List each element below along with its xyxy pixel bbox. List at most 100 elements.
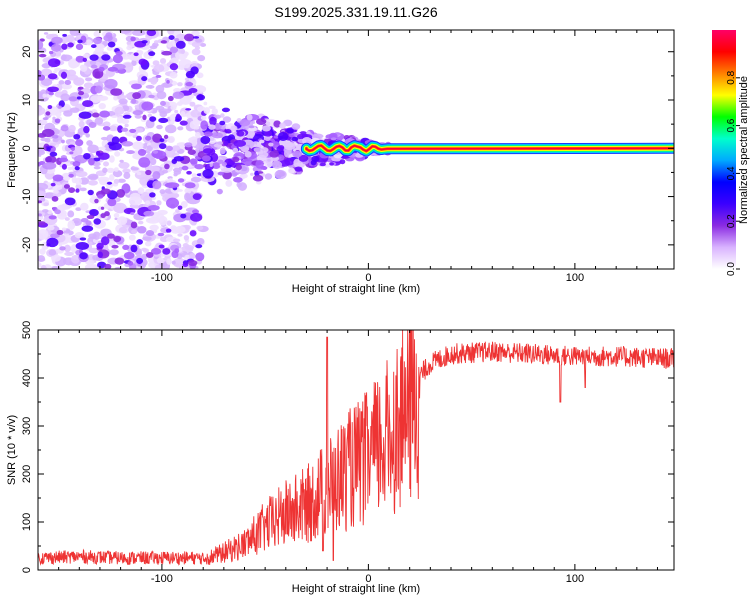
- spectrogram-noise-blob: [92, 231, 101, 240]
- spectrogram-noise-blob: [100, 236, 110, 246]
- spectrogram-noise-blob: [42, 162, 57, 170]
- spectrogram-noise-blob: [96, 242, 104, 250]
- spectrogram-noise-blob: [97, 251, 104, 259]
- spectrogram-noise-blob: [38, 182, 49, 191]
- spectrogram-noise-blob: [136, 171, 142, 176]
- spectrogram-noise-blob: [127, 261, 134, 266]
- spectrogram-noise-blob: [113, 235, 122, 243]
- spectrogram-noise-blob: [85, 133, 91, 138]
- spectrogram-noise-blob: [72, 161, 81, 167]
- spectrogram-noise-blob: [75, 43, 84, 50]
- spectrogram-noise-blob: [141, 101, 154, 111]
- spectrogram-noise-blob: [269, 150, 280, 158]
- spectrogram-noise-blob: [132, 92, 141, 100]
- spectrogram-noise-blob: [152, 171, 161, 180]
- spectrogram-noise-blob: [47, 58, 61, 68]
- spectrogram-noise-blob: [114, 106, 125, 115]
- spectrogram-noise-blob: [208, 124, 216, 130]
- spectrogram-noise-blob: [89, 208, 99, 217]
- spectrogram-noise-blob: [122, 168, 131, 174]
- spectrogram-noise-blob: [38, 53, 47, 58]
- spectrogram-noise-blob: [83, 152, 91, 160]
- spectrogram-noise-blob: [67, 210, 75, 218]
- spectrogram-noise-blob: [68, 187, 76, 193]
- spectrogram-noise-blob: [257, 171, 264, 174]
- spectrogram-noise-blob: [166, 258, 172, 265]
- spectrogram-noise-blob: [173, 167, 183, 173]
- spectrogram-noise-blob: [200, 115, 207, 121]
- spectrogram-noise-blob: [286, 128, 294, 134]
- spectrogram-noise-blob: [211, 132, 224, 139]
- spectrogram-noise-blob: [130, 212, 135, 216]
- spectrogram-noise-blob: [236, 182, 242, 188]
- spectrogram-noise-blob: [283, 141, 296, 151]
- spectrogram-frame: [37, 29, 675, 270]
- spectrogram-noise-blob: [53, 70, 58, 74]
- spectrogram-noise-blob: [264, 130, 273, 137]
- spectrogram-noise-blob: [92, 157, 101, 162]
- spectrogram-noise-blob: [45, 155, 57, 164]
- spectrogram-noise-blob: [48, 215, 57, 220]
- spectrogram-noise-blob: [244, 151, 252, 158]
- snr-series-line: [38, 330, 674, 566]
- spectrogram-noise-blob: [211, 162, 221, 170]
- spectrogram-noise-blob: [38, 147, 45, 155]
- spectrogram-noise-blob: [126, 45, 133, 51]
- spectrogram-noise-blob: [93, 30, 101, 37]
- y-tick-label: 20: [21, 46, 33, 58]
- spectrogram-noise-blob: [239, 119, 251, 127]
- spectrogram-noise-blob: [107, 41, 116, 48]
- spectrogram-noise-blob: [203, 101, 208, 106]
- spectrogram-noise-blob: [175, 40, 186, 49]
- spectrogram-noise-blob: [53, 190, 59, 194]
- spectrogram-noise-blob: [113, 95, 119, 101]
- spectrogram-noise-blob: [167, 136, 175, 144]
- spectrogram-noise-blob: [64, 79, 72, 85]
- spectrogram-noise-blob: [68, 173, 74, 178]
- spectrogram-noise-blob: [107, 198, 117, 207]
- spectrogram-noise-blob: [159, 110, 168, 118]
- spectrogram-noise-blob: [233, 139, 246, 147]
- spectrogram-noise-blob: [184, 77, 190, 82]
- spectrogram-noise-blob: [235, 164, 242, 171]
- spectrogram-noise-blob: [88, 121, 97, 128]
- spectrogram-noise-blob: [150, 247, 162, 255]
- spectrogram-noise-blob: [181, 165, 189, 171]
- spectrogram-noise-blob: [38, 262, 42, 268]
- spectrogram-noise-blob: [194, 164, 205, 170]
- spectrogram-noise-blob: [180, 111, 186, 117]
- spectrogram-noise-blob: [150, 78, 158, 85]
- spectrogram-noise-blob: [38, 106, 46, 116]
- spectrogram-noise-blob: [166, 79, 170, 84]
- colorbar-tick-label: 0.0: [726, 262, 737, 276]
- spectrogram-noise-blob: [54, 118, 61, 124]
- spectrogram-noise-blob: [175, 209, 180, 213]
- spectrogram-noise-blob: [233, 177, 243, 183]
- spectrogram-noise-blob: [71, 150, 78, 157]
- spectrogram-noise-blob: [88, 241, 93, 246]
- spectrogram-noise-blob: [222, 170, 232, 180]
- spectrogram-noise-blob: [156, 200, 162, 206]
- spectrogram-noise-blob: [45, 33, 55, 40]
- spectrogram-noise-blob: [98, 103, 106, 110]
- spectrogram-noise-blob: [256, 118, 267, 126]
- spectrogram-noise-blob: [79, 252, 88, 260]
- spectrogram-noise-blob: [92, 37, 102, 45]
- spectrogram-noise-blob: [273, 120, 281, 128]
- spectrogram-noise-blob: [80, 64, 88, 72]
- spectrogram-noise-blob: [319, 162, 326, 167]
- spectrogram-noise-blob: [132, 110, 144, 116]
- spectrogram-noise-blob: [310, 159, 317, 166]
- spectrogram-noise-blob: [142, 236, 152, 241]
- spectrogram-noise-blob: [38, 255, 46, 263]
- spectrogram-noise-blob: [224, 129, 232, 133]
- spectrogram-noise-blob: [97, 176, 110, 183]
- spectrogram-noise-blob: [225, 179, 233, 187]
- y-tick-label: 400: [21, 369, 33, 387]
- spectrogram-noise-blob: [156, 124, 163, 130]
- spectrogram-noise-blob: [79, 237, 87, 241]
- spectrogram-noise-blob: [196, 72, 204, 79]
- spectrogram-noise-blob: [159, 189, 166, 195]
- spectrogram-noise-blob: [52, 137, 59, 143]
